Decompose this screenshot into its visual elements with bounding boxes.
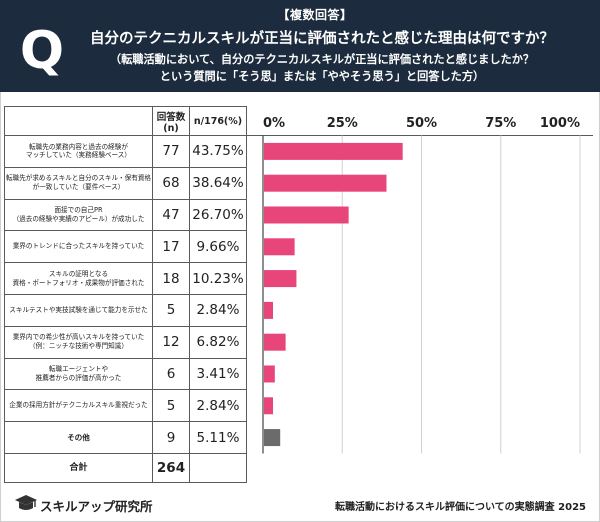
bar (264, 429, 281, 447)
x-tick-label: 100% (540, 116, 580, 131)
chart-bars (264, 142, 403, 447)
count-value: 9 (152, 421, 190, 454)
category-label-line: スキルテストや実技試験を通じて能力を示せた (9, 305, 148, 314)
category-label-line: （過去の経験や実績のアピール）が成功した (12, 214, 145, 223)
category-label-line: 業界内での希少性が高いスキルを持っていた (12, 333, 145, 342)
category-label: 転職エージェントや 推薦者からの評価が高かった (4, 357, 153, 391)
x-tick-label: 75% (485, 116, 516, 131)
header-percent: n/176(%) (189, 106, 247, 136)
survey-source-note: 転職活動におけるスキル評価についての実態調査 2025 (334, 502, 586, 513)
bar (264, 301, 274, 319)
percent-value: 2.84% (189, 389, 247, 423)
category-label-line: 転職エージェントや (48, 365, 109, 374)
category-label-line: が一致していた（要件ベース） (32, 183, 125, 192)
q-mark-icon: Q (20, 21, 64, 81)
category-label-line: その他 (67, 432, 90, 442)
chart-grid (262, 135, 581, 454)
category-label-line: 転職先が求めるスキルと自分のスキル・保有資格 (5, 174, 152, 183)
bar (264, 174, 387, 192)
category-label: 面接での自己PR （過去の経験や実績のアピール）が成功した (4, 198, 153, 232)
question-condition-line1: （転職活動において、自分のテクニカルスキルが正当に評価されたと感じましたか？ (109, 53, 535, 66)
chart-x-ticks: 0% 25% 50% 75% 100% (263, 116, 580, 131)
count-value: 77 (152, 135, 190, 168)
percent-value: 10.23% (189, 262, 247, 295)
q-badge-icon: Q (13, 20, 71, 81)
count-value: 5 (152, 293, 190, 327)
bar (264, 270, 297, 288)
category-label-line: 業界のトレンドに合ったスキルを持っていた (12, 242, 145, 251)
header-blank (4, 106, 153, 136)
question-header: Q 【複数回答】 自分のテクニカルスキルが正当に評価されたと感じた理由は何ですか… (0, 0, 600, 92)
graduation-cap-icon (15, 495, 37, 510)
brand-logo-text: スキルアップ研究所 (40, 499, 153, 514)
table-row: 面接での自己PR （過去の経験や実績のアピール）が成功した 47 26.70% (4, 198, 594, 232)
x-tick-label: 25% (327, 116, 358, 131)
count-value: 12 (152, 325, 190, 359)
count-value: 68 (152, 166, 190, 200)
category-label-line: 面接での自己PR (54, 206, 103, 215)
svg-text:Q: Q (20, 21, 64, 78)
answer-type-tag: 【複数回答】 (277, 8, 353, 22)
bar (264, 365, 275, 383)
total-value: 264 (152, 452, 190, 483)
table-row: スキルの証明となる 資格・ポートフォリオ・成果物が評価された 18 10.23% (4, 262, 594, 295)
category-label-line: 転職先の業務内容と過去の経験が (29, 142, 128, 151)
table-row: スキルテストや実技試験を通じて能力を示せた 5 2.84% (4, 293, 594, 327)
table-row: 企業の採用方針がテクニカルスキル重視だった 5 2.84% (4, 389, 594, 423)
category-label-line: マッチしていた（実務経験ベース） (26, 151, 131, 160)
percent-value: 43.75% (189, 135, 247, 168)
x-tick-label: 0% (263, 116, 285, 131)
count-value: 5 (152, 389, 190, 423)
category-label: スキルの証明となる 資格・ポートフォリオ・成果物が評価された (4, 262, 153, 295)
x-tick-label: 50% (406, 116, 437, 131)
bar (264, 238, 295, 256)
results-table: 回答数(n) n/176(%) 転職先の業務内容と過去の経験が マッチしていた（実… (4, 106, 593, 483)
total-pct-blank (189, 452, 247, 483)
bar (264, 206, 349, 224)
percent-value: 2.84% (189, 293, 247, 327)
header-chart-space (246, 106, 593, 136)
question-title: 自分のテクニカルスキルが正当に評価されたと感じた理由は何ですか？ (90, 31, 554, 47)
table-row: その他 9 5.11% (4, 421, 594, 454)
bar (264, 142, 403, 160)
category-label-line: （例：ニッチな技術や専門知識） (29, 342, 128, 351)
table-row: 転職先の業務内容と過去の経験が マッチしていた（実務経験ベース） 77 43.75% (4, 135, 594, 168)
percent-value: 26.70% (189, 198, 247, 232)
category-label-line: 推薦者からの評価が高かった (35, 373, 122, 382)
bar (264, 397, 274, 415)
category-label-line: 資格・ポートフォリオ・成果物が評価された (12, 278, 145, 287)
total-label: 合計 (4, 452, 153, 483)
bar (264, 333, 286, 351)
table-row: 転職エージェントや 推薦者からの評価が高かった 6 3.41% (4, 357, 594, 391)
percent-value: 9.66% (189, 230, 247, 264)
question-condition-line2: という質問に「そう思」または「ややそう思う」と回答した方） (159, 70, 485, 83)
count-value: 18 (152, 262, 190, 295)
category-label-line: スキルの証明となる (48, 269, 109, 278)
percent-value: 3.41% (189, 357, 247, 391)
category-label-line: 企業の採用方針がテクニカルスキル重視だった (9, 401, 148, 410)
header-count: 回答数(n) (152, 106, 190, 136)
